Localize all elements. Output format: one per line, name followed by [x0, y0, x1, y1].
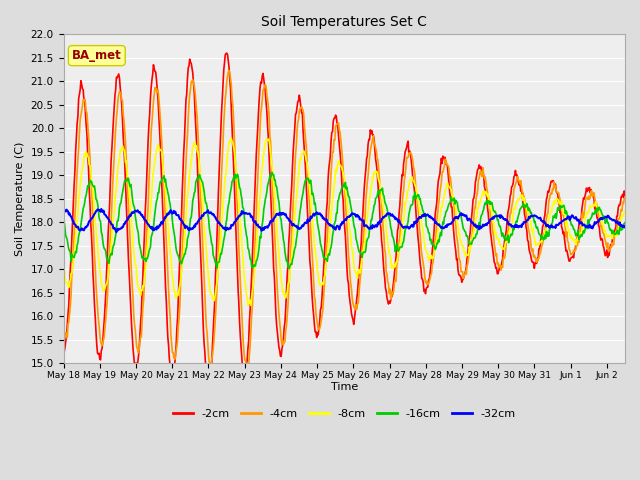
-2cm: [204, 383, 212, 389]
-2cm: [322, 224, 330, 229]
Line: -2cm: -2cm: [63, 53, 625, 386]
-4cm: [621, 195, 629, 201]
-32cm: [300, 222, 308, 228]
-32cm: [621, 224, 629, 230]
-16cm: [60, 215, 67, 220]
-32cm: [477, 226, 484, 231]
-2cm: [621, 192, 629, 198]
-16cm: [621, 220, 629, 226]
Line: -32cm: -32cm: [63, 209, 625, 232]
-32cm: [321, 217, 329, 223]
-2cm: [138, 288, 146, 294]
Line: -4cm: -4cm: [63, 71, 625, 366]
-16cm: [301, 180, 308, 186]
-8cm: [138, 288, 146, 293]
-2cm: [477, 167, 485, 173]
-8cm: [322, 262, 330, 268]
Y-axis label: Soil Temperature (C): Soil Temperature (C): [15, 142, 25, 256]
-16cm: [268, 169, 276, 175]
-4cm: [225, 68, 233, 73]
-2cm: [223, 50, 230, 56]
-4cm: [301, 126, 308, 132]
-8cm: [477, 194, 485, 200]
-16cm: [285, 265, 293, 271]
-2cm: [62, 338, 70, 344]
Line: -8cm: -8cm: [63, 138, 625, 305]
Line: -16cm: -16cm: [63, 172, 625, 268]
-8cm: [464, 252, 472, 258]
-4cm: [62, 330, 70, 336]
-4cm: [243, 363, 250, 369]
-32cm: [62, 209, 70, 215]
-32cm: [60, 206, 67, 212]
-16cm: [464, 235, 472, 240]
-16cm: [62, 233, 70, 239]
-4cm: [477, 172, 485, 178]
Title: Soil Temperatures Set C: Soil Temperatures Set C: [261, 15, 428, 29]
-4cm: [60, 331, 67, 336]
-2cm: [464, 252, 472, 258]
-8cm: [244, 302, 252, 308]
-2cm: [60, 345, 67, 350]
-8cm: [227, 135, 235, 141]
-32cm: [139, 214, 147, 220]
-16cm: [477, 212, 485, 218]
-8cm: [60, 264, 67, 270]
-16cm: [138, 255, 146, 261]
Text: BA_met: BA_met: [72, 49, 122, 62]
X-axis label: Time: Time: [331, 383, 358, 393]
Legend: -2cm, -4cm, -8cm, -16cm, -32cm: -2cm, -4cm, -8cm, -16cm, -32cm: [168, 404, 520, 423]
-4cm: [322, 264, 330, 269]
-16cm: [322, 256, 330, 262]
-8cm: [301, 150, 308, 156]
-32cm: [113, 229, 120, 235]
-8cm: [621, 208, 629, 214]
-4cm: [464, 261, 472, 266]
-32cm: [463, 216, 471, 221]
-4cm: [138, 319, 146, 324]
-8cm: [62, 279, 70, 285]
-2cm: [301, 150, 308, 156]
